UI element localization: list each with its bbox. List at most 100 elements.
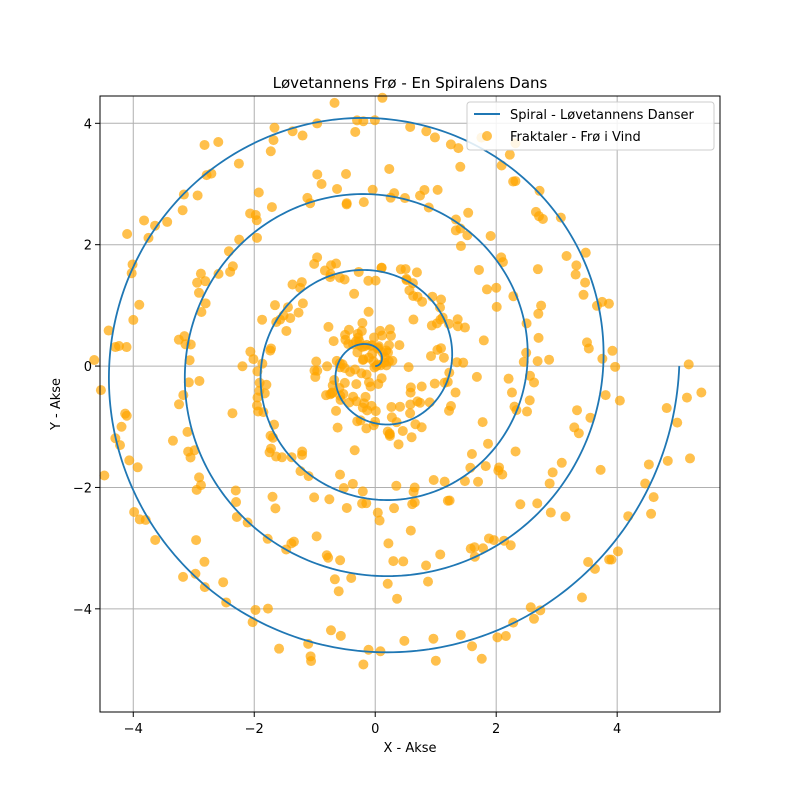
seed-point xyxy=(463,207,474,218)
seed-point xyxy=(324,494,335,505)
seed-point xyxy=(580,247,591,258)
seed-point xyxy=(190,568,201,579)
seed-point xyxy=(329,375,340,386)
seed-point xyxy=(346,572,357,583)
seed-point xyxy=(199,582,210,593)
seed-point xyxy=(403,362,414,373)
x-tick-label: −2 xyxy=(245,722,264,737)
seed-point xyxy=(382,578,393,589)
seed-point xyxy=(358,197,369,208)
seed-point xyxy=(178,390,189,401)
seed-point xyxy=(595,464,606,475)
seed-point xyxy=(408,314,419,325)
seed-point xyxy=(661,403,672,414)
seed-point xyxy=(267,491,278,502)
seed-point xyxy=(492,632,503,643)
seed-point xyxy=(338,482,349,493)
seed-point xyxy=(328,336,339,347)
x-tick-label: −4 xyxy=(124,722,143,737)
seed-point xyxy=(384,431,395,442)
seed-point xyxy=(195,480,206,491)
seed-point xyxy=(571,260,582,271)
seed-point xyxy=(430,655,441,666)
chart-title: Løvetannens Frø - En Spiralens Dans xyxy=(273,74,548,92)
seed-point xyxy=(341,502,352,513)
seed-point xyxy=(266,202,277,213)
seed-point xyxy=(179,331,190,342)
seed-point xyxy=(376,373,387,384)
seed-point xyxy=(478,335,489,346)
seed-point xyxy=(332,422,343,433)
seed-point xyxy=(335,555,346,566)
seed-point xyxy=(480,461,491,472)
seed-point xyxy=(455,629,466,640)
seed-point xyxy=(589,563,600,574)
seed-point xyxy=(335,469,346,480)
seed-point xyxy=(139,215,150,226)
seed-point xyxy=(532,356,543,367)
seed-point xyxy=(201,170,212,181)
seed-point xyxy=(271,451,282,462)
seed-point xyxy=(322,361,333,372)
seed-point xyxy=(576,592,587,603)
seed-point xyxy=(438,352,449,363)
seed-point xyxy=(194,472,205,483)
seed-point xyxy=(395,264,406,275)
seed-point xyxy=(476,653,487,664)
seed-point xyxy=(455,241,466,252)
seed-point xyxy=(233,158,244,169)
seed-point xyxy=(185,452,196,463)
seed-point xyxy=(640,478,651,489)
seed-point xyxy=(351,379,362,390)
seed-point xyxy=(439,476,450,487)
seed-point xyxy=(349,445,360,456)
seed-point xyxy=(345,366,356,377)
seed-point xyxy=(121,410,132,421)
axis-ticks: −4 −2 0 2 4 −4 −2 0 2 4 xyxy=(73,117,621,737)
seed-point xyxy=(416,381,427,392)
seed-point xyxy=(455,161,466,172)
seed-point xyxy=(532,498,543,509)
seed-point xyxy=(331,405,342,416)
seed-point xyxy=(121,342,132,353)
seed-point xyxy=(561,251,572,261)
seed-point xyxy=(410,419,421,430)
seed-point xyxy=(377,330,388,341)
seed-point xyxy=(174,399,185,410)
seed-point xyxy=(253,187,264,198)
seed-point xyxy=(453,143,464,154)
legend-label-scatter: Fraktaler - Frø i Vind xyxy=(510,130,641,145)
seed-point xyxy=(521,347,532,358)
seed-point xyxy=(350,126,361,137)
seed-point xyxy=(386,401,397,412)
seed-point xyxy=(262,603,273,614)
seed-point xyxy=(182,426,193,437)
seed-point xyxy=(295,282,306,293)
seed-point xyxy=(600,390,611,401)
seed-point xyxy=(529,377,540,388)
seed-point xyxy=(325,625,336,636)
seed-point xyxy=(293,307,304,318)
seed-point xyxy=(325,389,336,400)
seed-point xyxy=(230,485,241,496)
seed-point xyxy=(353,266,364,277)
seed-point xyxy=(150,534,161,545)
seed-point xyxy=(319,265,330,276)
seed-point xyxy=(297,298,308,309)
seed-point xyxy=(436,294,447,305)
seed-point xyxy=(184,355,195,366)
seed-point xyxy=(614,395,625,406)
seed-point xyxy=(348,339,359,350)
seed-point xyxy=(578,289,589,300)
seed-point xyxy=(500,631,511,642)
seed-point xyxy=(662,455,673,466)
seed-point xyxy=(473,264,484,275)
seed-point xyxy=(218,577,229,588)
seed-point xyxy=(150,220,161,231)
seed-point xyxy=(518,356,529,367)
plot-frame xyxy=(99,95,721,713)
seed-point xyxy=(450,225,461,236)
seed-point xyxy=(370,406,381,417)
seed-point xyxy=(573,428,584,439)
